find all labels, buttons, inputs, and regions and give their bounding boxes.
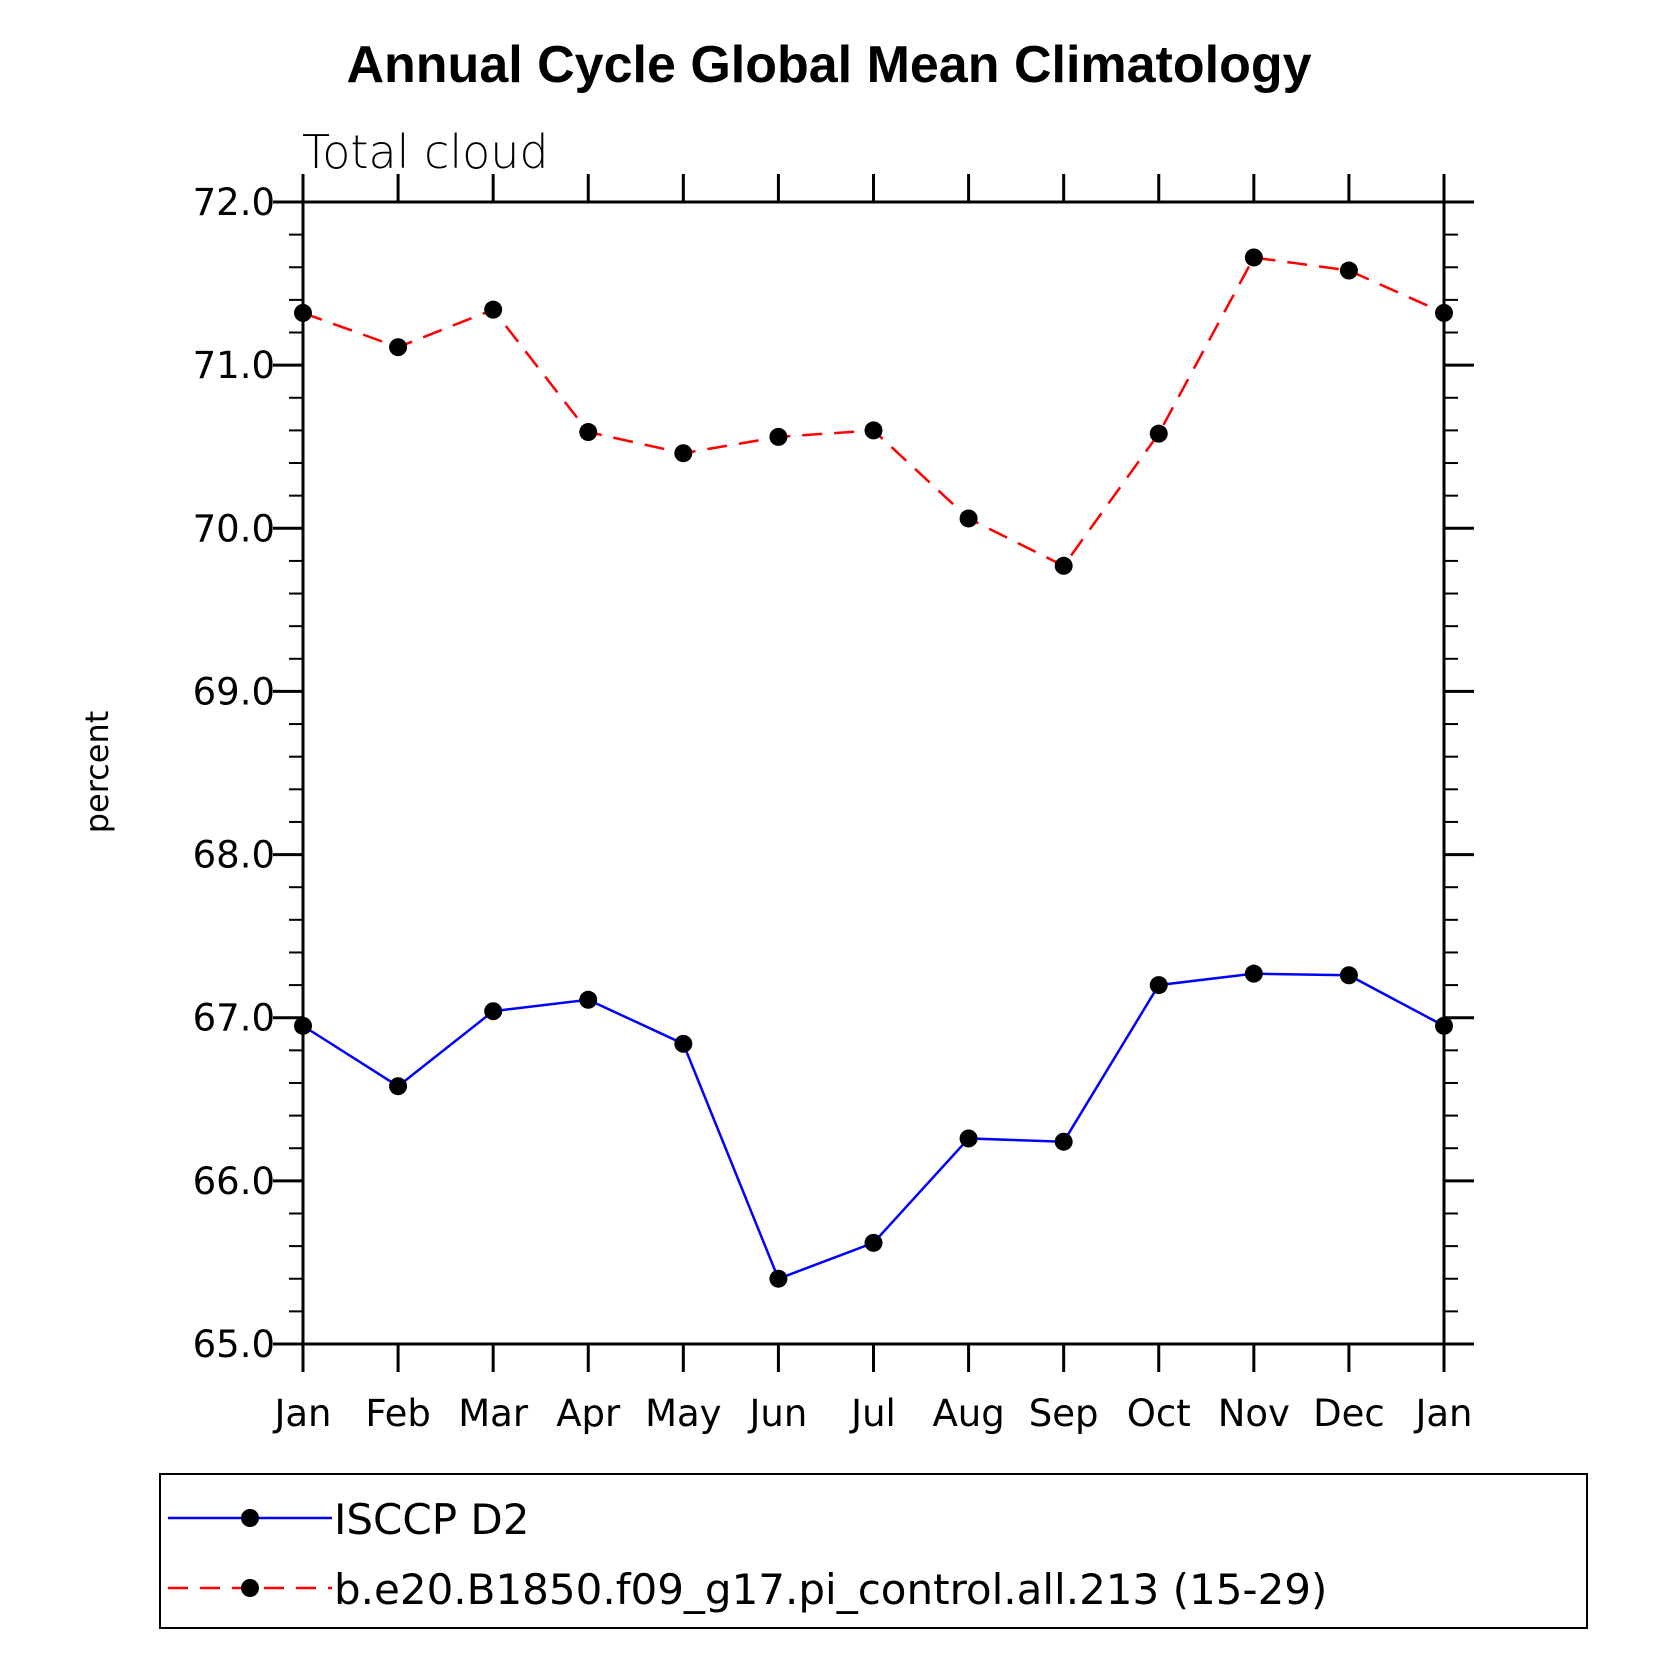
series-layer: [294, 248, 1453, 1288]
series-line-0: [302, 972, 1445, 1281]
x-tick-label: Jul: [849, 1392, 896, 1435]
x-tick-label: Sep: [1029, 1392, 1099, 1435]
series-1-point: [579, 423, 598, 442]
x-tick-label: Nov: [1218, 1392, 1290, 1435]
y-tick-label: 72.0: [193, 181, 275, 224]
series-0-point: [1054, 1132, 1073, 1151]
series-0-point: [769, 1269, 788, 1288]
x-tick-label: Jan: [1413, 1392, 1472, 1435]
series-0-point: [389, 1077, 408, 1096]
series-1-point: [864, 421, 883, 440]
legend: ISCCP D2 b.e20.B1850.f09_g17.pi_control.…: [159, 1473, 1588, 1629]
series-0-point: [484, 1002, 503, 1021]
series-line-1: [302, 256, 1445, 568]
legend-label-isccp: ISCCP D2: [334, 1495, 529, 1544]
x-tick-label: May: [645, 1392, 722, 1435]
x-tick-label: Feb: [365, 1392, 431, 1435]
series-0-point: [959, 1129, 978, 1148]
series-1-point: [389, 338, 408, 357]
series-0-point: [1149, 976, 1168, 995]
y-tick-label: 71.0: [193, 344, 275, 387]
legend-box: [159, 1473, 1588, 1629]
y-tick-label: 70.0: [193, 507, 275, 550]
series-0-point: [579, 990, 598, 1009]
y-tick-label: 66.0: [193, 1160, 275, 1203]
y-tick-label: 68.0: [193, 834, 275, 877]
series-0-point: [864, 1233, 883, 1252]
legend-marker-model: [241, 1579, 259, 1597]
x-tick-label: Jun: [748, 1392, 808, 1435]
series-1-point: [1149, 424, 1168, 443]
series-1-point: [1054, 556, 1073, 575]
chart-title: Annual Cycle Global Mean Climatology: [346, 36, 1311, 94]
x-tick-label: Mar: [458, 1392, 529, 1435]
y-tick-label: 65.0: [193, 1323, 275, 1366]
x-tick-label: Oct: [1127, 1392, 1191, 1435]
series-1-point: [674, 444, 693, 463]
y-tick-label: 67.0: [193, 997, 275, 1040]
chart-subtitle: Total cloud: [302, 125, 549, 179]
series-1-point: [959, 509, 978, 528]
axis-ticks: [273, 174, 1474, 1372]
x-tick-label: Aug: [932, 1392, 1004, 1435]
legend-label-model: b.e20.B1850.f09_g17.pi_control.all.213 (…: [334, 1565, 1327, 1614]
x-tick-label: Apr: [556, 1392, 621, 1435]
series-0-point: [674, 1034, 693, 1053]
x-tick-label: Dec: [1313, 1392, 1385, 1435]
series-1-point: [769, 427, 788, 446]
plot-frame: [301, 200, 1446, 1346]
series-1-point: [484, 300, 503, 319]
series-1-point: [1244, 248, 1263, 267]
series-0-point: [1339, 966, 1358, 985]
series-1-point: [1339, 261, 1358, 280]
tick-labels: Jan Feb Mar Apr May Jun Jul Aug Sep Oct Nov Dec Jan 6…: [193, 181, 1473, 1435]
legend-marker-isccp: [241, 1509, 259, 1527]
y-tick-label: 69.0: [193, 670, 275, 713]
y-axis-label: percent: [78, 711, 116, 834]
series-0-point: [1244, 964, 1263, 983]
x-tick-label: Jan: [272, 1392, 331, 1435]
